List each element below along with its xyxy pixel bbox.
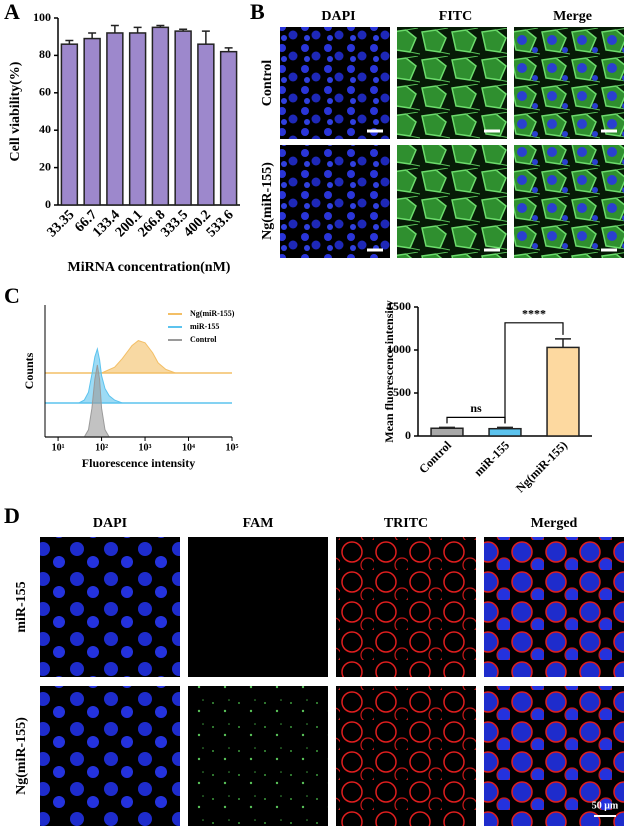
y-tick-label: 1500 <box>387 299 411 313</box>
y-axis-label: Cell viability(%) <box>8 61 23 161</box>
panel-b-images <box>280 27 624 258</box>
x-tick-label: 533.6 <box>204 207 237 240</box>
legend-label: miR-155 <box>190 322 219 331</box>
micrograph <box>484 686 624 826</box>
column-label: TRITC <box>384 516 428 531</box>
x-tick-label: Control <box>416 438 454 476</box>
row-label: miR-155 <box>14 581 29 632</box>
micrograph <box>336 686 476 826</box>
y-tick-label: 0 <box>405 428 411 442</box>
bar <box>174 30 192 206</box>
scale-bar-label: 50 μm <box>592 800 619 811</box>
bar <box>219 50 238 206</box>
y-tick-label: 0 <box>45 197 51 211</box>
column-label: DAPI <box>93 516 127 531</box>
row-label: Ng(miR-155) <box>14 717 29 795</box>
x-tick-label: 10⁴ <box>182 442 195 453</box>
y-tick-label: 80 <box>39 47 51 61</box>
error-bar <box>110 24 119 33</box>
row-label: Ng(miR-155) <box>260 162 275 240</box>
error-bar <box>88 32 97 39</box>
y-tick-label: 1000 <box>387 342 411 356</box>
panel-label: B <box>250 0 265 24</box>
bar <box>430 427 464 437</box>
error-bar <box>201 30 210 45</box>
x-tick-label: 10² <box>95 442 108 453</box>
bar <box>106 32 124 206</box>
x-axis-label: MiRNA concentration(nM) <box>68 260 231 275</box>
micrograph <box>40 686 180 826</box>
significance-bracket <box>504 322 564 424</box>
bar <box>151 26 170 206</box>
bar <box>488 427 522 437</box>
error-bar <box>133 26 142 33</box>
micrograph <box>336 537 476 677</box>
row-label: Control <box>260 60 275 107</box>
column-label: DAPI <box>321 9 355 24</box>
histogram-area <box>83 364 111 438</box>
legend-label: Ng(miR-155) <box>190 309 235 318</box>
error-bar <box>179 28 188 32</box>
micrograph <box>514 145 624 258</box>
column-label: Merge <box>553 9 592 24</box>
micrograph <box>397 145 507 258</box>
micrograph <box>484 537 624 677</box>
x-axis-label: Fluorescence intensity <box>82 456 195 470</box>
x-tick-label: 10⁵ <box>226 442 239 453</box>
micrograph <box>397 27 507 139</box>
micrograph <box>188 686 328 826</box>
x-tick-label: 10³ <box>139 442 152 453</box>
error-bar <box>224 47 233 52</box>
x-tick-label: miR-155 <box>471 438 512 479</box>
panel-label: C <box>4 283 20 308</box>
panel-label: D <box>4 503 20 528</box>
micrograph <box>40 537 180 677</box>
legend-label: Control <box>190 335 217 344</box>
column-label: FAM <box>243 516 274 531</box>
bar <box>60 43 79 206</box>
y-tick-label: 20 <box>39 159 51 173</box>
y-tick-label: 100 <box>33 10 51 24</box>
panel-label: A <box>4 0 20 24</box>
y-tick-label: 500 <box>393 385 411 399</box>
significance-label: **** <box>522 307 546 321</box>
bar <box>546 346 580 437</box>
micrograph <box>188 537 328 677</box>
scale-bar <box>367 129 617 252</box>
significance-bracket <box>446 416 506 424</box>
error-bar <box>439 426 455 429</box>
bar <box>197 43 215 206</box>
x-tick-label: Ng(miR-155) <box>513 438 570 495</box>
y-tick-label: 60 <box>39 85 51 99</box>
error-bar <box>156 24 165 28</box>
micrograph <box>514 27 624 139</box>
error-bar <box>555 338 571 348</box>
bar <box>83 37 101 206</box>
y-axis-label: Mean fluorescence intensity <box>382 300 396 442</box>
histogram-area <box>78 347 123 404</box>
micrograph <box>280 27 390 139</box>
y-axis-label: Counts <box>22 352 36 389</box>
micrograph <box>280 145 390 258</box>
x-tick-label: 10¹ <box>52 442 65 453</box>
error-bar <box>497 426 513 429</box>
column-label: Merged <box>531 516 578 531</box>
panel-d-images: 50 μm <box>40 537 624 826</box>
y-tick-label: 40 <box>39 122 51 136</box>
bar <box>128 32 147 206</box>
error-bar <box>65 39 74 45</box>
column-label: FITC <box>439 9 472 24</box>
histogram-area <box>101 340 176 374</box>
significance-label: ns <box>470 401 482 415</box>
